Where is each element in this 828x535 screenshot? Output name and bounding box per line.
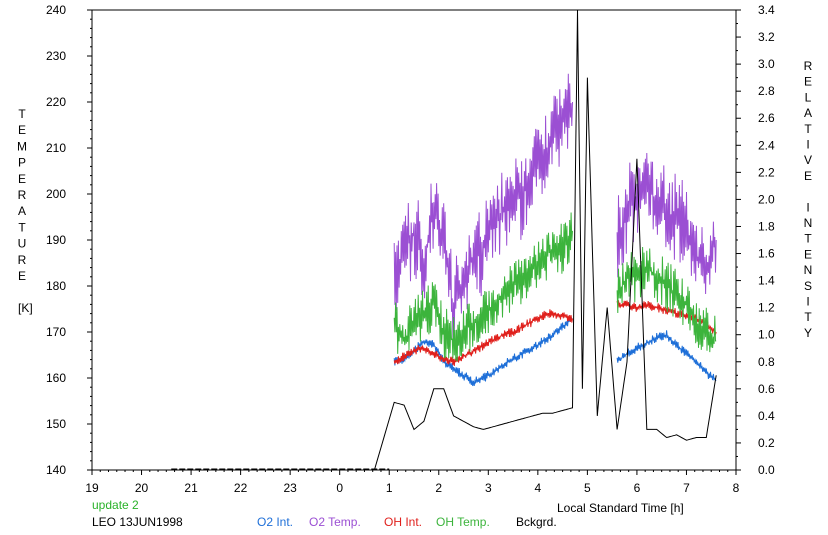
y-right-label-letter: T xyxy=(804,232,812,246)
y-right-tick-label: 2.0 xyxy=(758,192,775,206)
y-left-label-letter: E xyxy=(18,269,26,283)
y-right-label-letter: N xyxy=(804,263,813,277)
x-tick-label: 2 xyxy=(435,481,442,495)
y-left-label-letter: T xyxy=(18,107,26,121)
y-right-label-letter: V xyxy=(804,153,812,167)
legend-item: O2 Int. xyxy=(257,515,293,529)
y-right-label-letter: E xyxy=(804,75,812,89)
station-text: LEO 13JUN1998 xyxy=(92,515,183,529)
legend-item: Bckgrd. xyxy=(516,515,557,529)
y-right-label-letter: T xyxy=(804,310,812,324)
x-tick-label: 3 xyxy=(485,481,492,495)
legend-item: O2 Temp. xyxy=(309,515,361,529)
y-left-tick-label: 180 xyxy=(46,279,66,293)
x-tick-label: 1 xyxy=(386,481,393,495)
y-right-label-letter: L xyxy=(805,90,812,104)
y-left-tick-label: 220 xyxy=(46,95,66,109)
y-right-tick-label: 2.4 xyxy=(758,138,775,152)
y-left-tick-label: 150 xyxy=(46,417,66,431)
y-left-unit: [K] xyxy=(18,301,33,315)
y-right-tick-label: 0.0 xyxy=(758,463,775,477)
legend: O2 Int. O2 Temp. OH Int. OH Temp. Bckgrd. xyxy=(257,515,557,529)
y-right-label-letter: E xyxy=(804,247,812,261)
x-tick-label: 22 xyxy=(234,481,248,495)
y-right-label-letter: I xyxy=(806,295,809,309)
y-right-tick-label: 0.4 xyxy=(758,409,775,423)
y-right-label-letter: A xyxy=(804,106,812,120)
y-left-tick-label: 230 xyxy=(46,49,66,63)
y-right-tick-label: 3.2 xyxy=(758,30,775,44)
y-right-tick-label: 1.8 xyxy=(758,219,775,233)
y-right-label-letter: N xyxy=(804,216,813,230)
y-right-tick-label: 0.8 xyxy=(758,355,775,369)
y-left-label-letter: U xyxy=(18,237,27,251)
x-tick-label: 19 xyxy=(85,481,99,495)
y-left-tick-label: 240 xyxy=(46,3,66,17)
series-line xyxy=(393,73,573,339)
x-tick-label: 6 xyxy=(634,481,641,495)
y-right-tick-label: 2.6 xyxy=(758,111,775,125)
y-right-tick-label: 2.8 xyxy=(758,84,775,98)
y-right-tick-label: 1.4 xyxy=(758,274,775,288)
update-text: update 2 xyxy=(92,498,139,512)
series-o2-int xyxy=(393,316,717,387)
y-right-tick-label: 1.0 xyxy=(758,328,775,342)
y-right-label-letter: R xyxy=(804,59,813,73)
x-tick-label: 7 xyxy=(683,481,690,495)
y-left-tick-label: 170 xyxy=(46,325,66,339)
y-left-label-letter: R xyxy=(18,188,27,202)
y-right-tick-label: 3.0 xyxy=(758,57,775,71)
series-line xyxy=(373,9,717,471)
x-tick-label: 8 xyxy=(733,481,740,495)
y-right-label-letter: Y xyxy=(804,326,812,340)
y-left-label-letter: R xyxy=(18,253,27,267)
series-line xyxy=(616,330,717,382)
x-tick-label: 4 xyxy=(535,481,542,495)
y-right-tick-label: 1.2 xyxy=(758,301,775,315)
x-tick-label: 0 xyxy=(336,481,343,495)
series-line xyxy=(393,316,573,387)
y-left-tick-label: 210 xyxy=(46,141,66,155)
y-left-tick-label: 200 xyxy=(46,187,66,201)
series-bckgrd xyxy=(373,9,717,471)
legend-item: OH Temp. xyxy=(436,515,490,529)
y-left-tick-label: 190 xyxy=(46,233,66,247)
y-right-label-letter: S xyxy=(804,279,812,293)
y-left-label-letter: M xyxy=(17,139,27,153)
y-right-label-letter: T xyxy=(804,122,812,136)
x-tick-label: 20 xyxy=(135,481,149,495)
y-right-tick-label: 2.2 xyxy=(758,165,775,179)
y-right-label-letter: I xyxy=(806,200,809,214)
y-right-label-letter: E xyxy=(804,169,812,183)
y-right-tick-label: 0.6 xyxy=(758,382,775,396)
y-right-tick-label: 1.6 xyxy=(758,247,775,261)
series-line xyxy=(393,309,573,366)
y-right-tick-label: 0.2 xyxy=(758,436,775,450)
series-oh-temp xyxy=(393,212,717,362)
tick-layer: 19 20 21 22 23 0 1 2 3 4 5 6 7 8140150160170180190200… xyxy=(46,3,775,495)
y-left-tick-label: 160 xyxy=(46,371,66,385)
x-tick-label: 21 xyxy=(184,481,198,495)
x-axis-label: Local Standard Time [h] xyxy=(557,501,684,515)
y-right-label-letter: I xyxy=(806,138,809,152)
series-line xyxy=(616,246,717,353)
y-left-label-letter: E xyxy=(18,172,26,186)
y-left-label-letter: A xyxy=(18,204,26,218)
series-line xyxy=(393,212,573,362)
x-tick-label: 23 xyxy=(283,481,297,495)
legend-item: OH Int. xyxy=(384,515,422,529)
x-tick-label: 5 xyxy=(584,481,591,495)
y-right-tick-label: 3.4 xyxy=(758,3,775,17)
y-left-label-letter: P xyxy=(18,156,26,170)
series-layer xyxy=(171,9,717,471)
y-left-tick-label: 140 xyxy=(46,463,66,477)
y-left-label-letter: T xyxy=(18,220,26,234)
y-left-label-letter: E xyxy=(18,123,26,137)
